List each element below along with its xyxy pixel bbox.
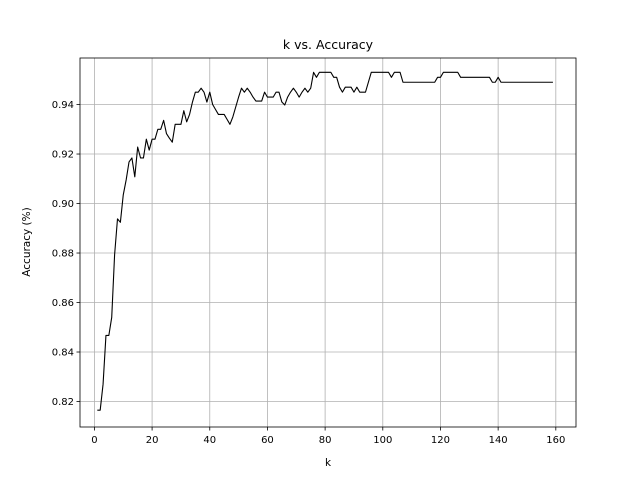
x-tick-label: 140 — [489, 435, 508, 446]
x-axis-label: k — [325, 457, 332, 469]
x-tick-label: 40 — [203, 435, 216, 446]
x-tick-label: 160 — [546, 435, 565, 446]
x-tick-label: 0 — [91, 435, 97, 446]
x-tick-label: 20 — [146, 435, 159, 446]
y-tick-label: 0.84 — [52, 348, 74, 359]
accuracy-series-line — [97, 71, 553, 411]
x-tick-label: 60 — [261, 435, 274, 446]
y-tick-label: 0.88 — [52, 249, 74, 260]
y-tick-label: 0.86 — [52, 298, 74, 309]
grid-lines — [80, 58, 576, 427]
x-axis-ticks: 0 20 40 60 80 100 120 140 160 — [91, 427, 565, 446]
axes-frame — [79, 57, 577, 428]
chart-title: k vs. Accuracy — [283, 37, 374, 52]
y-axis-ticks: 0.82 0.84 0.86 0.88 0.90 0.92 0.94 — [52, 100, 80, 408]
y-tick-label: 0.82 — [52, 397, 74, 408]
y-axis-label: Accuracy (%) — [21, 207, 33, 276]
x-tick-label: 80 — [319, 435, 332, 446]
y-tick-label: 0.90 — [52, 199, 74, 210]
y-tick-label: 0.92 — [52, 150, 74, 161]
x-tick-label: 120 — [431, 435, 450, 446]
y-tick-label: 0.94 — [52, 100, 74, 111]
x-tick-label: 100 — [373, 435, 392, 446]
plot-area — [97, 71, 553, 411]
